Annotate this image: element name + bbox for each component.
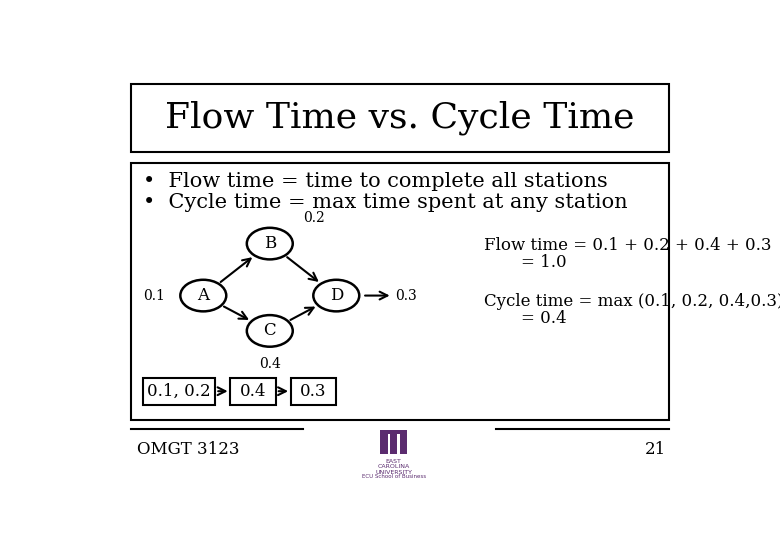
Text: EAST
CAROLINA
UNIVERSITY: EAST CAROLINA UNIVERSITY (375, 458, 412, 475)
Text: Cycle time = max (0.1, 0.2, 0.4,0.3): Cycle time = max (0.1, 0.2, 0.4,0.3) (484, 293, 780, 310)
Text: 0.3: 0.3 (395, 288, 417, 302)
Text: Flow time = 0.1 + 0.2 + 0.4 + 0.3: Flow time = 0.1 + 0.2 + 0.4 + 0.3 (484, 237, 772, 254)
FancyBboxPatch shape (131, 84, 668, 152)
Circle shape (180, 280, 226, 312)
Text: 0.1: 0.1 (144, 288, 165, 302)
Text: 0.1, 0.2: 0.1, 0.2 (147, 383, 211, 400)
Text: •  Flow time = time to complete all stations: • Flow time = time to complete all stati… (143, 172, 608, 191)
Text: 0.4: 0.4 (259, 357, 281, 371)
Bar (381, 430, 407, 435)
Bar (143, 377, 215, 404)
Text: OMGT 3123: OMGT 3123 (136, 441, 239, 458)
Text: = 1.0: = 1.0 (521, 254, 566, 271)
Bar (291, 377, 336, 404)
Circle shape (314, 280, 360, 312)
Text: ECU School of Business: ECU School of Business (362, 474, 426, 479)
Text: •  Cycle time = max time spent at any station: • Cycle time = max time spent at any sta… (143, 193, 627, 212)
Bar (381, 435, 388, 454)
Circle shape (246, 315, 292, 347)
Text: C: C (264, 322, 276, 340)
Circle shape (246, 228, 292, 259)
Bar (390, 435, 397, 454)
FancyBboxPatch shape (131, 163, 668, 420)
Text: 0.2: 0.2 (303, 211, 324, 225)
Bar (231, 377, 276, 404)
Text: 0.4: 0.4 (240, 383, 267, 400)
Text: A: A (197, 287, 209, 304)
Text: Flow Time vs. Cycle Time: Flow Time vs. Cycle Time (165, 100, 634, 135)
Text: D: D (330, 287, 343, 304)
Text: B: B (264, 235, 276, 252)
Text: = 0.4: = 0.4 (521, 310, 566, 327)
Bar (399, 435, 407, 454)
Text: 0.3: 0.3 (300, 383, 327, 400)
Text: 21: 21 (644, 441, 666, 458)
